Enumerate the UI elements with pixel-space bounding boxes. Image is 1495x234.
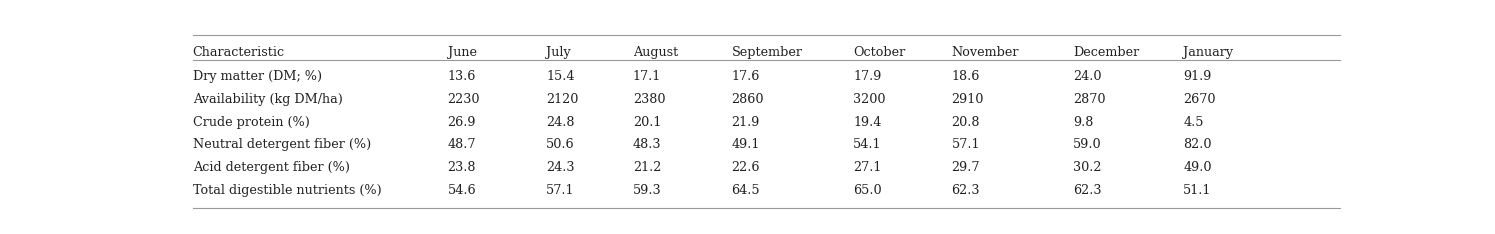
Text: 4.5: 4.5 (1184, 116, 1203, 129)
Text: 26.9: 26.9 (447, 116, 475, 129)
Text: Acid detergent fiber (%): Acid detergent fiber (%) (193, 161, 350, 174)
Text: 3200: 3200 (854, 93, 885, 106)
Text: 2860: 2860 (731, 93, 764, 106)
Text: 17.6: 17.6 (731, 70, 759, 83)
Text: 23.8: 23.8 (447, 161, 475, 174)
Text: 21.2: 21.2 (632, 161, 661, 174)
Text: 15.4: 15.4 (546, 70, 574, 83)
Text: 18.6: 18.6 (951, 70, 979, 83)
Text: November: November (951, 46, 1020, 59)
Text: 82.0: 82.0 (1184, 138, 1212, 151)
Text: 50.6: 50.6 (546, 138, 574, 151)
Text: 17.1: 17.1 (632, 70, 661, 83)
Text: June: June (447, 46, 477, 59)
Text: 27.1: 27.1 (854, 161, 882, 174)
Text: Total digestible nutrients (%): Total digestible nutrients (%) (193, 184, 381, 197)
Text: 21.9: 21.9 (731, 116, 759, 129)
Text: 2120: 2120 (546, 93, 579, 106)
Text: 19.4: 19.4 (854, 116, 882, 129)
Text: 65.0: 65.0 (854, 184, 882, 197)
Text: July: July (546, 46, 571, 59)
Text: Characteristic: Characteristic (193, 46, 284, 59)
Text: 54.6: 54.6 (447, 184, 477, 197)
Text: 2380: 2380 (632, 93, 665, 106)
Text: 2230: 2230 (447, 93, 480, 106)
Text: 91.9: 91.9 (1184, 70, 1211, 83)
Text: 2670: 2670 (1184, 93, 1215, 106)
Text: 49.1: 49.1 (731, 138, 759, 151)
Text: 48.7: 48.7 (447, 138, 475, 151)
Text: 24.3: 24.3 (546, 161, 574, 174)
Text: 64.5: 64.5 (731, 184, 759, 197)
Text: January: January (1184, 46, 1233, 59)
Text: 59.0: 59.0 (1073, 138, 1102, 151)
Text: 30.2: 30.2 (1073, 161, 1102, 174)
Text: Crude protein (%): Crude protein (%) (193, 116, 309, 129)
Text: 48.3: 48.3 (632, 138, 661, 151)
Text: 49.0: 49.0 (1184, 161, 1212, 174)
Text: 17.9: 17.9 (854, 70, 882, 83)
Text: October: October (854, 46, 906, 59)
Text: 24.8: 24.8 (546, 116, 574, 129)
Text: 62.3: 62.3 (951, 184, 981, 197)
Text: 13.6: 13.6 (447, 70, 475, 83)
Text: Availability (kg DM/ha): Availability (kg DM/ha) (193, 93, 342, 106)
Text: Dry matter (DM; %): Dry matter (DM; %) (193, 70, 321, 83)
Text: 24.0: 24.0 (1073, 70, 1102, 83)
Text: 20.1: 20.1 (632, 116, 661, 129)
Text: 2870: 2870 (1073, 93, 1106, 106)
Text: Neutral detergent fiber (%): Neutral detergent fiber (%) (193, 138, 371, 151)
Text: 22.6: 22.6 (731, 161, 759, 174)
Text: September: September (731, 46, 803, 59)
Text: 2910: 2910 (951, 93, 984, 106)
Text: 57.1: 57.1 (951, 138, 981, 151)
Text: 20.8: 20.8 (951, 116, 981, 129)
Text: 51.1: 51.1 (1184, 184, 1211, 197)
Text: December: December (1073, 46, 1139, 59)
Text: 29.7: 29.7 (951, 161, 981, 174)
Text: August: August (632, 46, 679, 59)
Text: 9.8: 9.8 (1073, 116, 1094, 129)
Text: 57.1: 57.1 (546, 184, 574, 197)
Text: 54.1: 54.1 (854, 138, 882, 151)
Text: 62.3: 62.3 (1073, 184, 1102, 197)
Text: 59.3: 59.3 (632, 184, 662, 197)
